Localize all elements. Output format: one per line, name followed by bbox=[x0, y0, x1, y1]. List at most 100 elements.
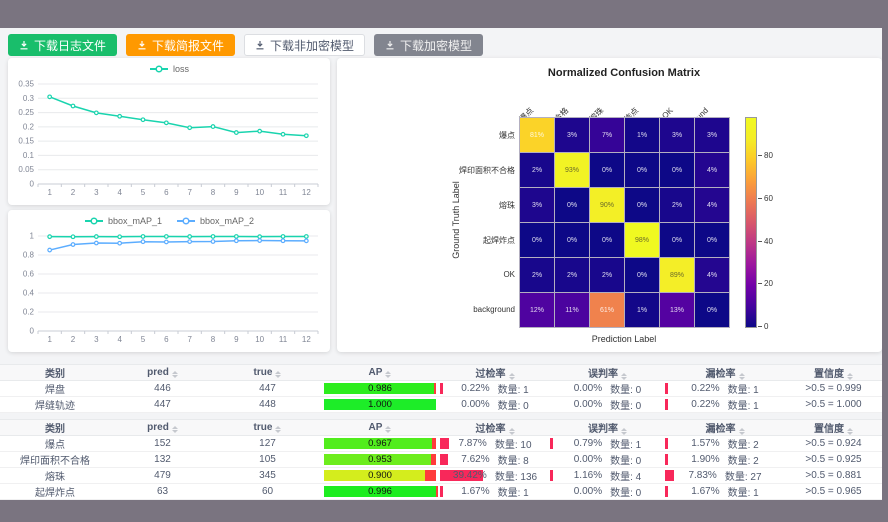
header-label: true bbox=[253, 367, 273, 378]
matrix-row-label: 熔珠 bbox=[499, 201, 515, 210]
ap-cell: 0.967 bbox=[320, 435, 440, 452]
matrix-row-label: background bbox=[473, 305, 515, 314]
svg-text:5: 5 bbox=[141, 188, 146, 197]
ap-cell: 0.929 bbox=[320, 499, 440, 500]
loss-chart-card: loss 0 0.05 0.1 0.15 0.2 0.25 0.3 0.35 1 2 3 4 5 6 7 8 9… bbox=[8, 58, 330, 205]
svg-text:4: 4 bbox=[117, 188, 122, 197]
sort-icon bbox=[275, 426, 282, 433]
matrix-cell: 0% bbox=[590, 223, 624, 257]
misjudge-cell: 0.79% 数量: 1 bbox=[550, 435, 665, 452]
ap-remainder-bar bbox=[430, 454, 436, 465]
colorbar-tick-mark bbox=[758, 240, 762, 242]
colorbar-tick-label: 80 bbox=[764, 151, 773, 161]
matrix-cell: 81% bbox=[520, 118, 554, 152]
rate-percent: 1.90% bbox=[691, 454, 720, 465]
legend-line-icon bbox=[149, 65, 168, 73]
pred-cell: 447 bbox=[110, 396, 215, 413]
header-label: 置信度 bbox=[814, 369, 844, 380]
confidence-cell: >0.5 = 0.940 bbox=[785, 499, 882, 500]
header-label: 类别 bbox=[45, 424, 65, 435]
svg-text:1: 1 bbox=[30, 232, 35, 241]
overkill-cell: 0.22% 数量: 1 bbox=[440, 380, 550, 397]
colorbar-tick-mark bbox=[758, 155, 762, 157]
matrix-cell: 3% bbox=[660, 118, 694, 152]
misjudge-cell: 0.00% 数量: 0 bbox=[550, 380, 665, 397]
ap-cell: 0.986 bbox=[320, 380, 440, 397]
column-header-5[interactable]: 误判率 bbox=[550, 419, 665, 436]
matrix-cell: 7% bbox=[590, 118, 624, 152]
header-label: true bbox=[253, 422, 273, 433]
confidence-cell: >0.5 = 0.999 bbox=[785, 380, 882, 397]
svg-text:0.05: 0.05 bbox=[18, 165, 34, 174]
column-header-4[interactable]: 过检率 bbox=[440, 419, 550, 436]
matrix-cell: 3% bbox=[695, 118, 729, 152]
column-header-7[interactable]: 置信度 bbox=[785, 364, 882, 381]
rate-percent: 0.00% bbox=[573, 486, 603, 497]
matrix-cell: 1% bbox=[625, 118, 659, 152]
rate-count: 数量: 1 bbox=[497, 385, 529, 396]
confusion-matrix-xlabel: Prediction Label bbox=[591, 334, 657, 344]
miss-cell: 0.00%数量: 0 bbox=[665, 499, 785, 500]
column-header-4[interactable]: 过检率 bbox=[440, 364, 550, 381]
ap-bar bbox=[324, 438, 433, 449]
rate-count: 数量: 2 bbox=[727, 440, 759, 451]
column-header-5[interactable]: 误判率 bbox=[550, 364, 665, 381]
rate-count: 数量: 10 bbox=[494, 440, 532, 451]
column-header-2[interactable]: true bbox=[215, 364, 320, 381]
confusion-matrix-card: Normalized Confusion Matrix 爆点焊印面积不合格熔珠起… bbox=[337, 58, 882, 352]
ap-cell: 0.996 bbox=[320, 483, 440, 500]
miss-cell: 1.67% 数量: 1 bbox=[665, 483, 785, 500]
legend-item-loss[interactable]: loss bbox=[149, 64, 189, 74]
rate-percent: 0.00% bbox=[573, 383, 603, 394]
svg-text:0.15: 0.15 bbox=[18, 137, 34, 146]
matrix-cell: 0% bbox=[695, 293, 729, 327]
rate-percent: 0.00% bbox=[573, 399, 603, 410]
button-label: 下载日志文件 bbox=[34, 38, 107, 53]
matrix-cell: 4% bbox=[695, 153, 729, 187]
column-header-3[interactable]: AP bbox=[320, 364, 440, 381]
legend-item-bbox_mAP_2[interactable]: bbox_mAP_2 bbox=[176, 216, 254, 226]
matrix-cell: 12% bbox=[520, 293, 554, 327]
rate-percent: 0.00% bbox=[461, 399, 490, 410]
matrix-cell: 0% bbox=[625, 188, 659, 222]
column-header-2[interactable]: true bbox=[215, 419, 320, 436]
header-label: 类别 bbox=[45, 369, 65, 380]
metrics-tables: 类别 pred true AP 过检率 误判率 漏检率 置信度 焊盘 446 447 0.986 0.2… bbox=[0, 364, 882, 500]
legend-item-bbox_mAP_1[interactable]: bbox_mAP_1 bbox=[84, 216, 162, 226]
svg-text:12: 12 bbox=[302, 188, 311, 197]
class-cell: 熔珠 bbox=[0, 467, 110, 484]
true-cell: 100 bbox=[215, 499, 320, 500]
rate-percent: 0.79% bbox=[573, 438, 603, 449]
pred-cell: 132 bbox=[110, 451, 215, 468]
download-button-1[interactable]: 下载简报文件 bbox=[126, 34, 236, 56]
misjudge-bar bbox=[550, 470, 553, 481]
rate-count: 数量: 0 bbox=[610, 401, 642, 412]
svg-text:7: 7 bbox=[187, 335, 192, 344]
column-header-6[interactable]: 漏检率 bbox=[665, 364, 785, 381]
rate-percent: 7.62% bbox=[461, 454, 490, 465]
confidence-cell: >0.5 = 0.881 bbox=[785, 467, 882, 484]
svg-text:11: 11 bbox=[279, 188, 288, 197]
column-header-6[interactable]: 漏检率 bbox=[665, 419, 785, 436]
download-button-0[interactable]: 下载日志文件 bbox=[8, 34, 118, 56]
class-cell: 焊盘 bbox=[0, 380, 110, 397]
download-button-2[interactable]: 下载非加密模型 bbox=[244, 34, 366, 56]
column-header-3[interactable]: AP bbox=[320, 419, 440, 436]
misjudge-bar bbox=[550, 438, 553, 449]
sort-icon bbox=[385, 426, 392, 433]
rate-count: 数量: 117 bbox=[498, 499, 540, 500]
miss-cell: 1.90% 数量: 2 bbox=[665, 451, 785, 468]
legend-label: loss bbox=[172, 64, 189, 74]
download-button-3[interactable]: 下载加密模型 bbox=[374, 34, 484, 56]
svg-text:2: 2 bbox=[71, 335, 76, 344]
svg-text:7: 7 bbox=[187, 188, 192, 197]
confidence-cell: >0.5 = 0.924 bbox=[785, 435, 882, 452]
column-header-1[interactable]: pred bbox=[110, 364, 215, 381]
misjudge-cell: 0.00% 数量: 0 bbox=[550, 396, 665, 413]
matrix-row-label: 爆点 bbox=[499, 131, 515, 140]
ap-cell: 0.953 bbox=[320, 451, 440, 468]
column-header-1[interactable]: pred bbox=[110, 419, 215, 436]
ap-cell: 1.000 bbox=[320, 396, 440, 413]
column-header-7[interactable]: 置信度 bbox=[785, 419, 882, 436]
ap-value: 0.986 bbox=[368, 383, 392, 394]
